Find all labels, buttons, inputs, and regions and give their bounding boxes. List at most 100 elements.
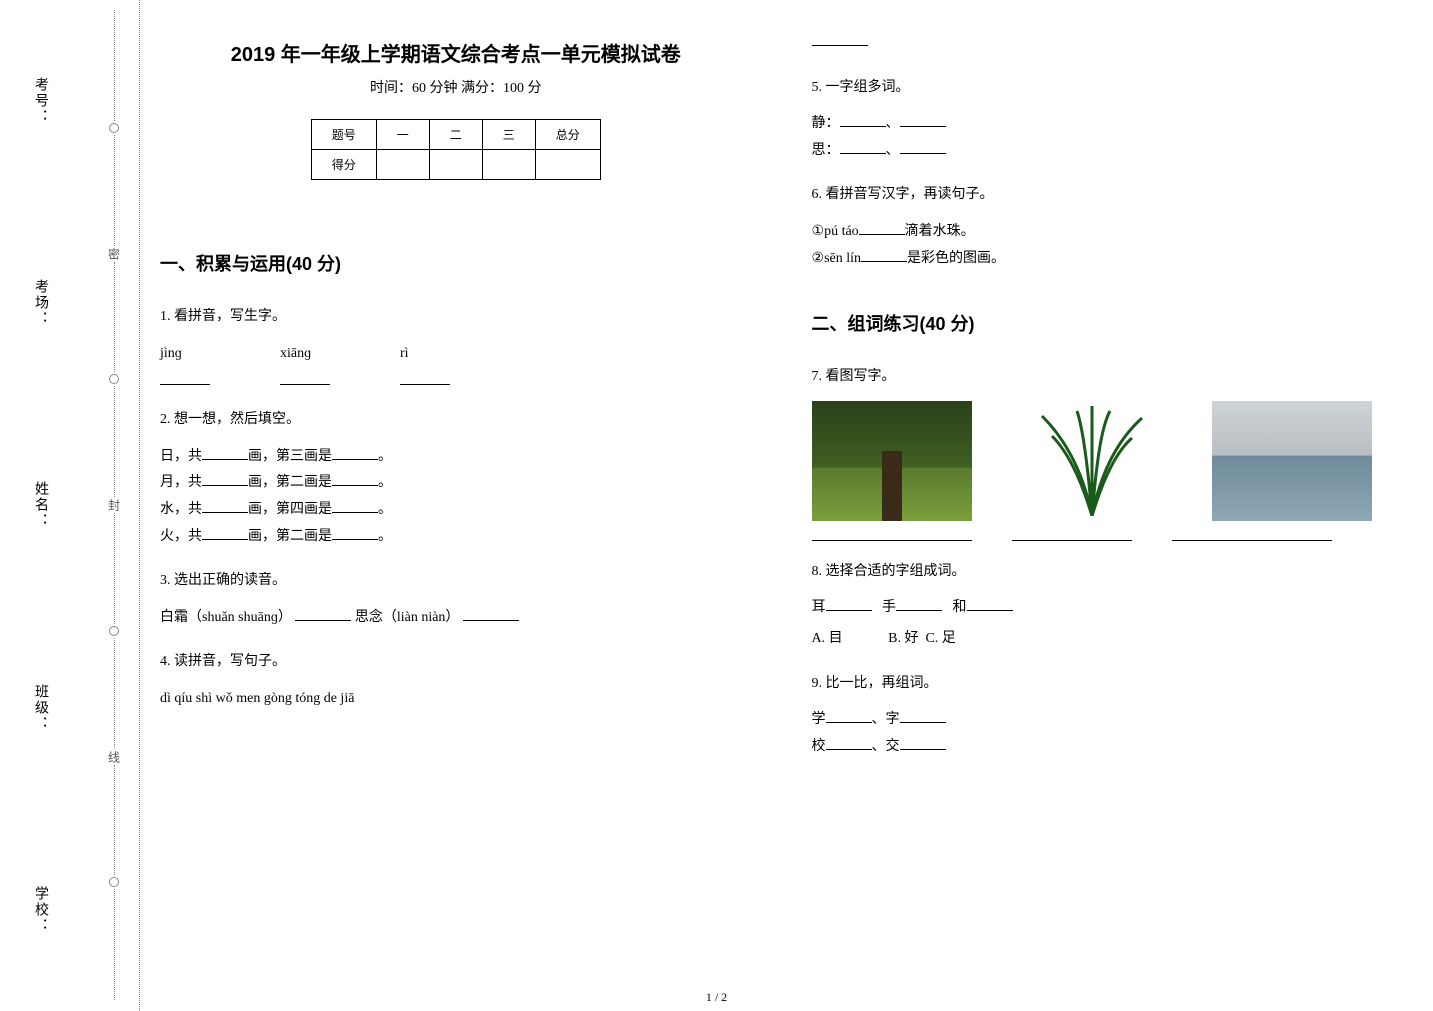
q2-text: 。 — [378, 502, 392, 517]
q6-tail: 是彩色的图画。 — [907, 251, 1005, 266]
answer-blank — [812, 527, 972, 541]
pinyin-item: xiānɡ — [280, 341, 330, 368]
score-cell — [482, 150, 535, 180]
q9-char: 校 — [812, 739, 826, 754]
answer-blank — [840, 140, 886, 154]
question-9: 9. 比一比，再组词。 学、字 校、交 — [812, 671, 1404, 761]
dotted-segment — [114, 10, 115, 121]
answer-blank — [896, 597, 942, 611]
score-table: 题号 一 二 三 总分 得分 — [311, 119, 601, 180]
q6-line: ①pú táo滴着水珠。 — [812, 219, 1404, 246]
question-prompt: 3. 选出正确的读音。 — [160, 568, 752, 595]
answer-blank — [826, 736, 872, 750]
dotted-segment — [114, 386, 115, 497]
question-prompt: 2. 想一想，然后填空。 — [160, 407, 752, 434]
answer-blank — [295, 607, 351, 621]
answer-blank — [900, 709, 946, 723]
q2-text: 画，第二画是 — [248, 529, 332, 544]
seal-circle-icon — [109, 877, 119, 887]
exam-title: 2019 年一年级上学期语文综合考点一单元模拟试卷 — [160, 38, 752, 67]
q6-tail: 滴着水珠。 — [905, 224, 975, 239]
answer-blank — [967, 597, 1013, 611]
q2-text: 。 — [378, 529, 392, 544]
image-row — [812, 401, 1404, 521]
pinyin-item: rì — [400, 341, 450, 368]
grass-image — [1012, 401, 1172, 521]
q9-line: 学、字 — [812, 707, 1404, 734]
q2-line: 日，共画，第三画是。 — [160, 444, 752, 471]
pinyin-row: jìnɡ xiānɡ rì — [160, 341, 752, 368]
q4-pinyin: dì qíu shì wǒ men gòng tóng de jiā — [160, 686, 752, 713]
answer-blank — [861, 248, 907, 262]
answer-blank — [202, 526, 248, 540]
answer-blank — [1172, 527, 1332, 541]
q9-char: 学 — [812, 712, 826, 727]
column-left: 2019 年一年级上学期语文综合考点一单元模拟试卷 时间：60 分钟 满分：10… — [160, 20, 752, 981]
table-row: 得分 — [311, 150, 600, 180]
question-2: 2. 想一想，然后填空。 日，共画，第三画是。 月，共画，第二画是。 水，共画，… — [160, 407, 752, 550]
question-1: 1. 看拼音，写生字。 jìnɡ xiānɡ rì — [160, 304, 752, 389]
q9-line: 校、交 — [812, 734, 1404, 761]
answer-blank — [332, 499, 378, 513]
dotted-segment — [114, 889, 115, 1000]
q6-line: ②sēn lín是彩色的图画。 — [812, 246, 1404, 273]
question-prompt: 7. 看图写字。 — [812, 364, 1404, 391]
q2-text: 火，共 — [160, 529, 202, 544]
image-blank-row — [812, 527, 1404, 541]
choice-c: C. 足 — [925, 631, 955, 646]
answer-blank — [280, 371, 330, 385]
score-label-cell: 得分 — [311, 150, 376, 180]
question-4-blank — [812, 30, 1404, 57]
seal-circle-icon — [109, 626, 119, 636]
dotted-segment — [114, 638, 115, 749]
answer-blank — [202, 472, 248, 486]
answer-blank — [900, 113, 946, 127]
binding-label-id: 考号： — [30, 77, 50, 125]
seal-char: 线 — [106, 751, 123, 763]
q8-item: 手 — [882, 600, 896, 615]
q2-line: 火，共 画，第二画是 。 — [160, 524, 752, 551]
table-row: 题号 一 二 三 总分 — [311, 120, 600, 150]
tree-image — [812, 401, 972, 521]
answer-blank — [900, 736, 946, 750]
score-cell — [376, 150, 429, 180]
dotted-segment — [114, 765, 115, 876]
choice-b: B. 好 — [888, 631, 918, 646]
answer-blank — [332, 526, 378, 540]
question-prompt: 6. 看拼音写汉字，再读句子。 — [812, 182, 1404, 209]
q8-line: 耳 手 和 — [812, 595, 1404, 622]
binding-label-school: 学校： — [30, 886, 50, 934]
score-header-cell: 一 — [376, 120, 429, 150]
exam-subtitle: 时间：60 分钟 满分：100 分 — [160, 77, 752, 97]
seal-circle-icon — [109, 123, 119, 133]
score-header-cell: 题号 — [311, 120, 376, 150]
q2-line: 月，共画，第二画是。 — [160, 470, 752, 497]
blank-row — [160, 371, 752, 385]
binding-label-name: 姓名： — [30, 481, 50, 529]
question-prompt: 4. 读拼音，写句子。 — [160, 649, 752, 676]
answer-blank — [1012, 527, 1132, 541]
q5-line: 思：、 — [812, 138, 1404, 165]
answer-blank — [826, 709, 872, 723]
answer-blank — [332, 446, 378, 460]
score-header-cell: 总分 — [535, 120, 600, 150]
question-prompt: 1. 看拼音，写生字。 — [160, 304, 752, 331]
question-prompt: 5. 一字组多词。 — [812, 75, 1404, 102]
binding-label-class: 班级： — [30, 684, 50, 732]
q5-text: 思： — [812, 143, 840, 158]
q2-text: 画，第三画是 — [248, 449, 332, 464]
answer-blank — [840, 113, 886, 127]
question-prompt: 8. 选择合适的字组成词。 — [812, 559, 1404, 586]
q3-text: 思念（liàn niàn） — [355, 610, 460, 625]
q2-text: 。 — [378, 475, 392, 490]
section-2-header: 二、组词练习(40 分) — [812, 310, 1404, 336]
seal-char: 封 — [106, 499, 123, 511]
q2-text: 月，共 — [160, 475, 202, 490]
choice-a: A. 目 — [812, 631, 843, 646]
q6-num: ① — [812, 224, 825, 239]
question-prompt: 9. 比一比，再组词。 — [812, 671, 1404, 698]
q6-num: ② — [812, 251, 825, 266]
score-cell — [535, 150, 600, 180]
answer-blank — [400, 371, 450, 385]
q2-text: 。 — [378, 449, 392, 464]
